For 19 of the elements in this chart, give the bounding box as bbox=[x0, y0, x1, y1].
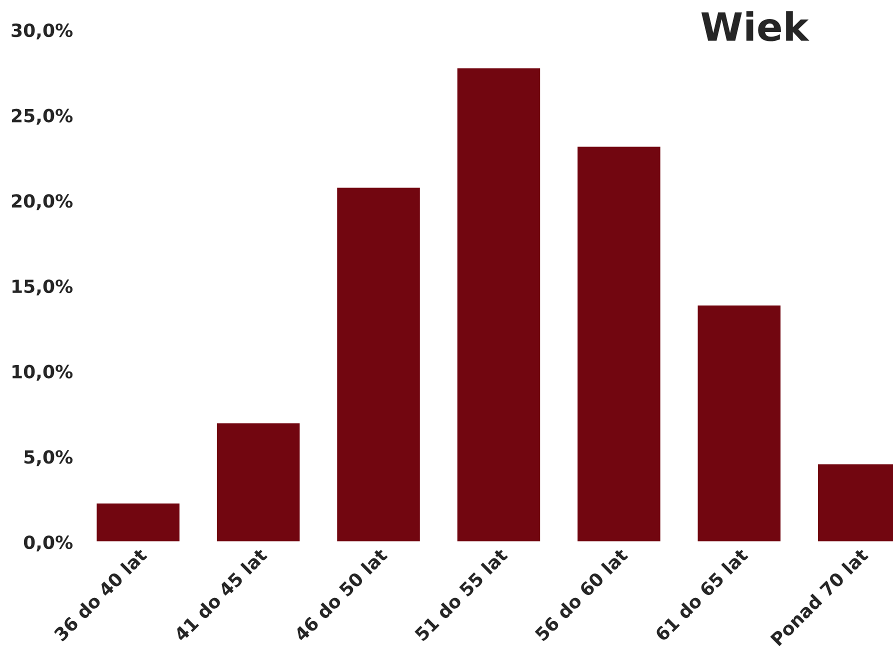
y-tick-label: 10,0% bbox=[12, 364, 73, 381]
bar bbox=[696, 304, 782, 542]
bar bbox=[456, 66, 542, 542]
y-tick-label: 25,0% bbox=[12, 108, 73, 125]
chart-title: Wiek bbox=[701, 11, 810, 42]
bar bbox=[95, 502, 181, 542]
bar bbox=[336, 186, 422, 542]
y-tick-label: 30,0% bbox=[12, 23, 73, 40]
y-tick-label: 0,0% bbox=[24, 535, 73, 552]
x-tick-label: 41 do 45 lat bbox=[173, 547, 268, 642]
bar bbox=[576, 145, 662, 542]
x-tick-label: 56 do 60 lat bbox=[534, 547, 629, 642]
y-tick-label: 5,0% bbox=[24, 450, 73, 466]
y-tick-label: 20,0% bbox=[12, 194, 73, 210]
bar bbox=[216, 422, 302, 542]
x-tick-label: 61 do 65 lat bbox=[654, 547, 749, 642]
y-tick-label: 15,0% bbox=[12, 279, 73, 296]
x-tick-label: 51 do 55 lat bbox=[414, 547, 508, 642]
x-tick-label: 46 do 50 lat bbox=[293, 547, 388, 642]
